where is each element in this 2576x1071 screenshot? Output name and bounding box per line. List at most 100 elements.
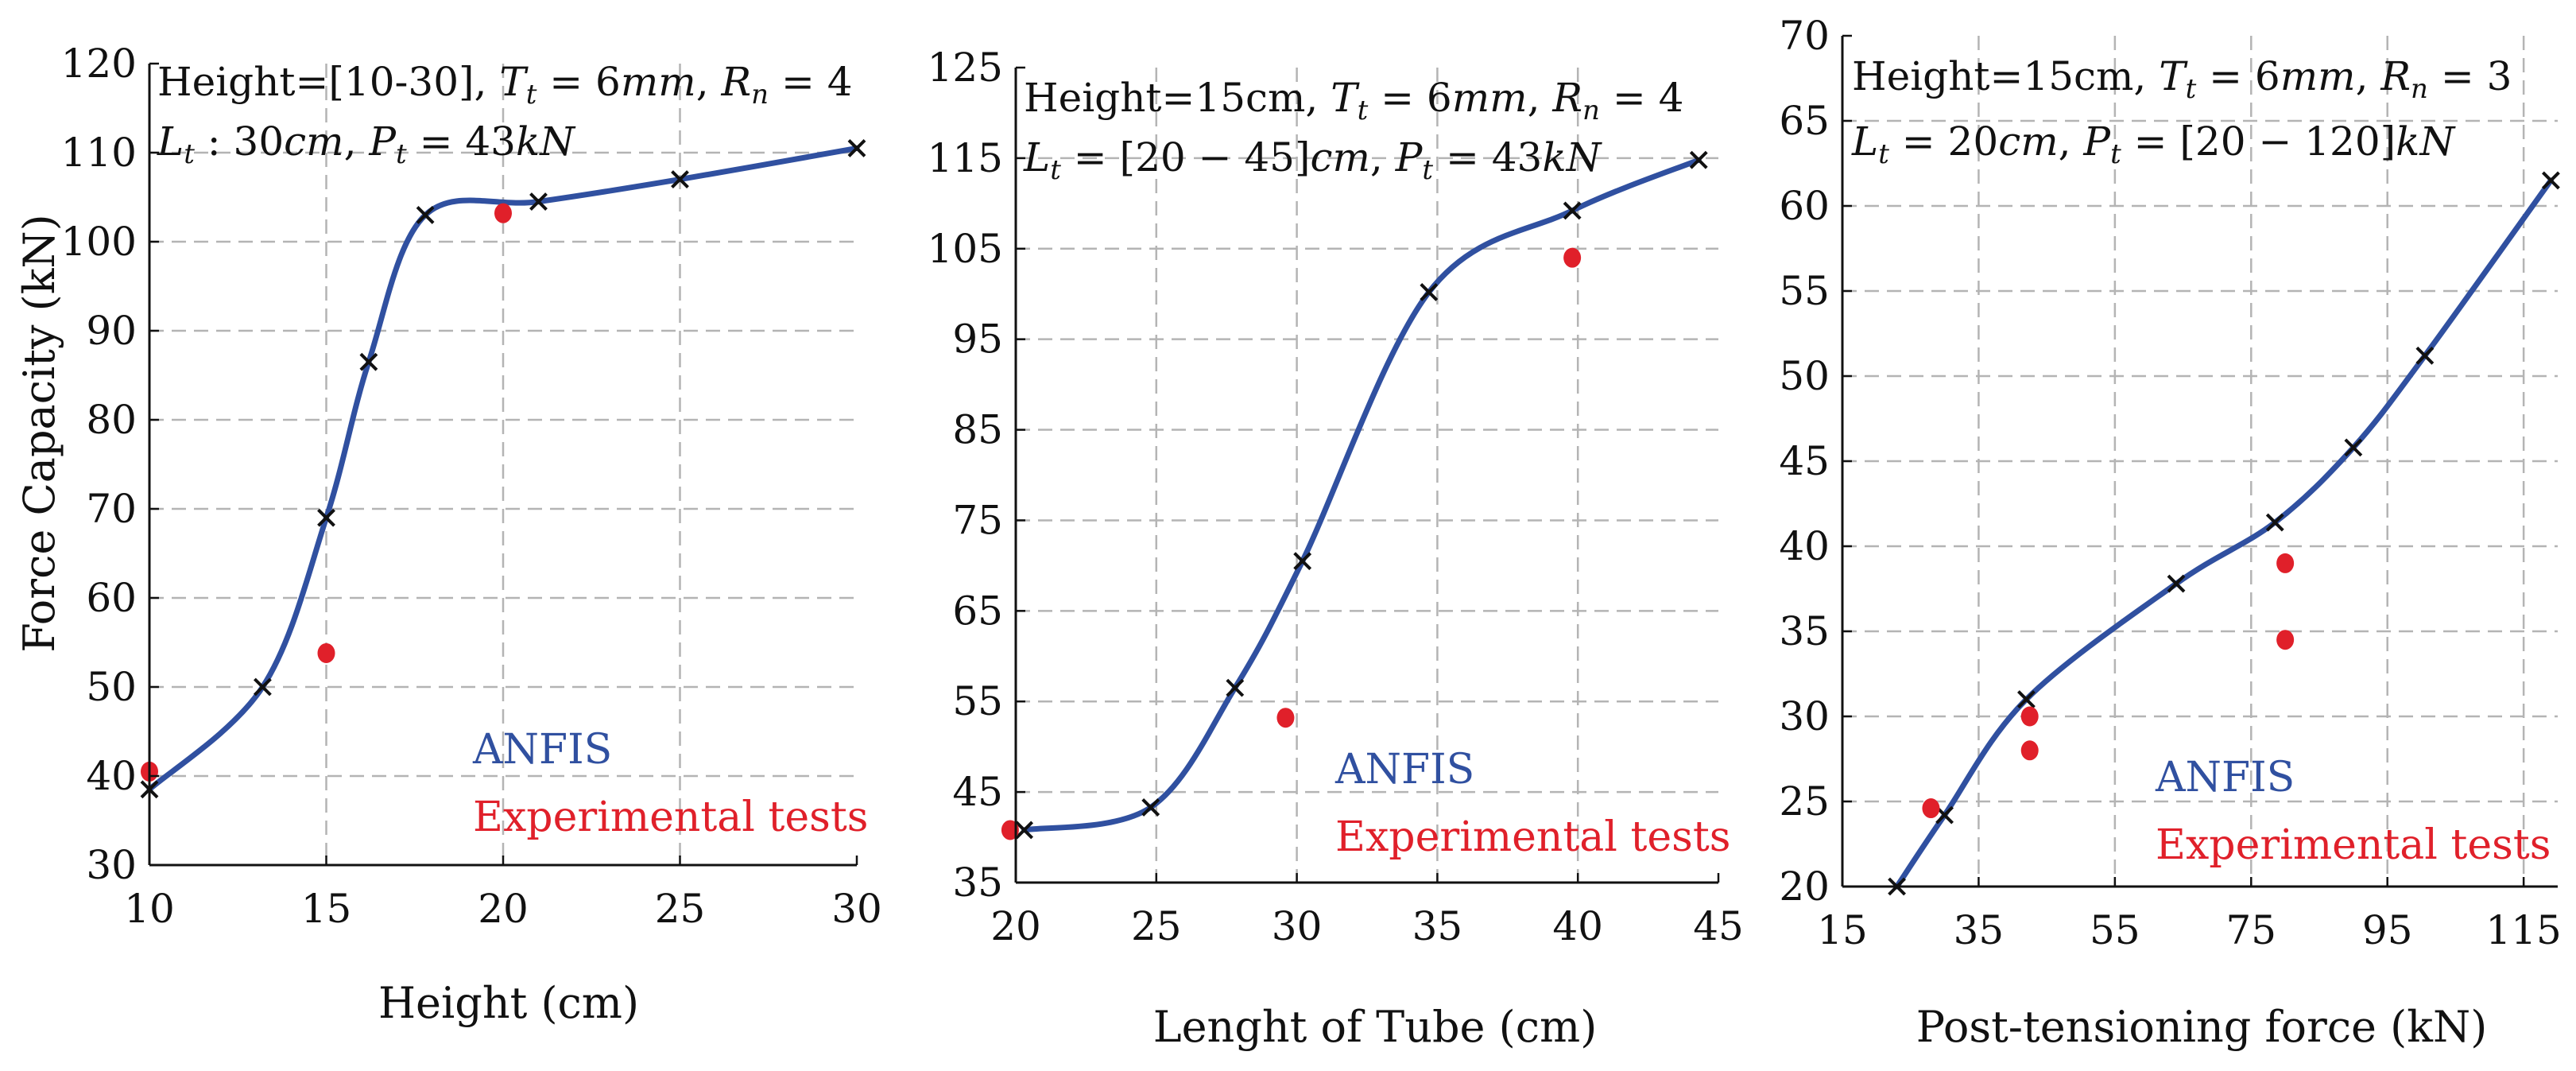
y-tick-label: 55	[952, 678, 1003, 724]
anfis-point-marker	[359, 352, 378, 371]
annotation-text: t	[1878, 138, 1889, 170]
x-axis-label: Lenght of Tube (cm)	[1153, 1002, 1598, 1052]
x-tick-label: 30	[1272, 903, 1323, 949]
x-tick-label: 35	[1412, 903, 1463, 949]
anfis-point-marker	[2344, 438, 2363, 457]
anfis-point-marker	[1563, 201, 1582, 220]
x-tick-label: 95	[2362, 907, 2413, 953]
anfis-point-marker	[2265, 513, 2284, 532]
annotation-text: = 3	[2428, 53, 2512, 99]
y-tick-label: 70	[86, 486, 137, 532]
anfis-point-marker	[847, 138, 866, 157]
y-tick-label: 65	[1779, 98, 1830, 144]
annotation-text: n	[751, 79, 769, 111]
y-tick-label: 25	[1779, 778, 1830, 825]
y-tick-label: 35	[952, 860, 1003, 906]
annotation-line-1: Height=15cm, Tt = 6mm, Rn = 4	[1024, 75, 1683, 126]
annotation-text: n	[1582, 95, 1600, 126]
annotation-text: ,	[1370, 134, 1396, 180]
annotation-text: = 43	[407, 118, 516, 165]
anfis-point-marker	[1141, 798, 1160, 817]
y-tick-label: 50	[1779, 353, 1830, 399]
annotation-text: Height=[10-30],	[157, 59, 499, 105]
annotation-text: mm	[621, 59, 696, 105]
experimental-point	[317, 642, 335, 663]
annotation-line-2: Lt : 30cm, Pt = 43kN	[157, 118, 576, 170]
tick-label-group: 10 15 20 25 30 30 40 50 60 70 80 90 100 110 120	[61, 41, 882, 932]
anfis-point-marker	[1293, 552, 1312, 571]
anfis-point-marker	[1015, 821, 1034, 840]
y-tick-label: 50	[86, 664, 137, 710]
y-tick-label: 70	[1779, 13, 1830, 59]
anfis-point-marker	[2542, 171, 2560, 190]
annotation-text: T	[2159, 53, 2188, 99]
annotation-text: L	[1023, 134, 1050, 180]
annotation-text: ,	[2356, 53, 2381, 99]
annotation-text: P	[2082, 118, 2111, 165]
anfis-curve-group	[146, 145, 860, 793]
anfis-curve-group	[1021, 157, 1702, 833]
annotation-text: = 43	[1433, 134, 1542, 180]
x-tick-label: 115	[2485, 907, 2561, 953]
y-tick-label: 105	[928, 226, 1003, 272]
annotation-text: = [20 − 45]	[1061, 134, 1311, 180]
y-tick-label: 80	[86, 397, 137, 443]
x-tick-label: 30	[831, 886, 882, 932]
legend-experimental: Experimental tests	[2156, 821, 2551, 869]
y-tick-label: 30	[86, 842, 137, 888]
x-tick-label: 25	[655, 886, 706, 932]
annotation-text: Height=15cm,	[1852, 53, 2159, 99]
experimental-point	[1563, 247, 1582, 268]
anfis-point-marker	[253, 677, 272, 697]
annotation-text: mm	[2280, 53, 2356, 99]
annotation-text: T	[499, 59, 529, 105]
annotation-text: L	[157, 118, 184, 165]
y-tick-label: 45	[952, 769, 1003, 815]
annotation-text: R	[720, 59, 751, 105]
x-axis-label: Post-tensioning force (kN)	[1916, 1002, 2488, 1052]
experimental-point	[2276, 630, 2295, 650]
grid-lines	[1842, 36, 2558, 887]
anfis-point-marker	[671, 170, 689, 189]
annotation-text: n	[2411, 73, 2428, 105]
annotation-text: t	[2110, 138, 2121, 170]
y-tick-label: 40	[86, 753, 137, 799]
x-tick-label: 20	[990, 903, 1041, 949]
annotation-text: t	[1358, 95, 1369, 126]
tick-label-group: 20 25 30 35 40 45 35 45 55 65 75 85 95 105 115 125	[928, 45, 1744, 949]
annotation-text: = 4	[769, 59, 853, 105]
annotation-text: cm	[1998, 118, 2058, 165]
y-tick-label: 65	[952, 588, 1003, 634]
experimental-point	[2276, 553, 2295, 573]
anfis-point-marker	[1226, 678, 1245, 697]
annotation-text: mm	[1452, 75, 1528, 121]
annotation-text: T	[1331, 75, 1360, 121]
y-tick-label: 95	[952, 316, 1003, 363]
annotation-line-1: Height=15cm, Tt = 6mm, Rn = 3	[1852, 53, 2512, 105]
y-tick-label: 75	[952, 497, 1003, 543]
annotation-text: P	[368, 118, 397, 165]
chart-panel-post-tensioning: 15 35 55 75 95 115 20 25 30 35 40 45 50 55 60 65 70 Heig…	[1779, 13, 2561, 1052]
annotation-text: ,	[2059, 118, 2084, 165]
y-tick-label: 120	[61, 41, 137, 87]
y-tick-label: 40	[1779, 523, 1830, 569]
legend-anfis: ANFIS	[472, 726, 612, 774]
annotation-line-2: Lt = [20 − 45]cm, Pt = 43kN	[1023, 134, 1603, 186]
anfis-curve	[1021, 157, 1702, 833]
y-tick-label: 85	[952, 407, 1003, 453]
experimental-point	[1001, 820, 1019, 840]
annotation-line-1: Height=[10-30], Tt = 6mm, Rn = 4	[157, 59, 853, 111]
anfis-point-marker	[529, 192, 548, 211]
experimental-point	[2020, 740, 2039, 761]
annotation-text: kN	[516, 118, 576, 165]
annotation-text: kN	[1542, 134, 1602, 180]
annotation-text: = 6	[2196, 53, 2280, 99]
x-tick-label: 25	[1131, 903, 1182, 949]
annotation-text: t	[1422, 154, 1433, 186]
legend-anfis: ANFIS	[2155, 754, 2295, 801]
y-tick-label: 100	[61, 219, 137, 265]
annotation-text: kN	[2396, 118, 2456, 165]
annotation-text: cm	[1311, 134, 1370, 180]
experimental-point-group	[1922, 553, 2295, 819]
